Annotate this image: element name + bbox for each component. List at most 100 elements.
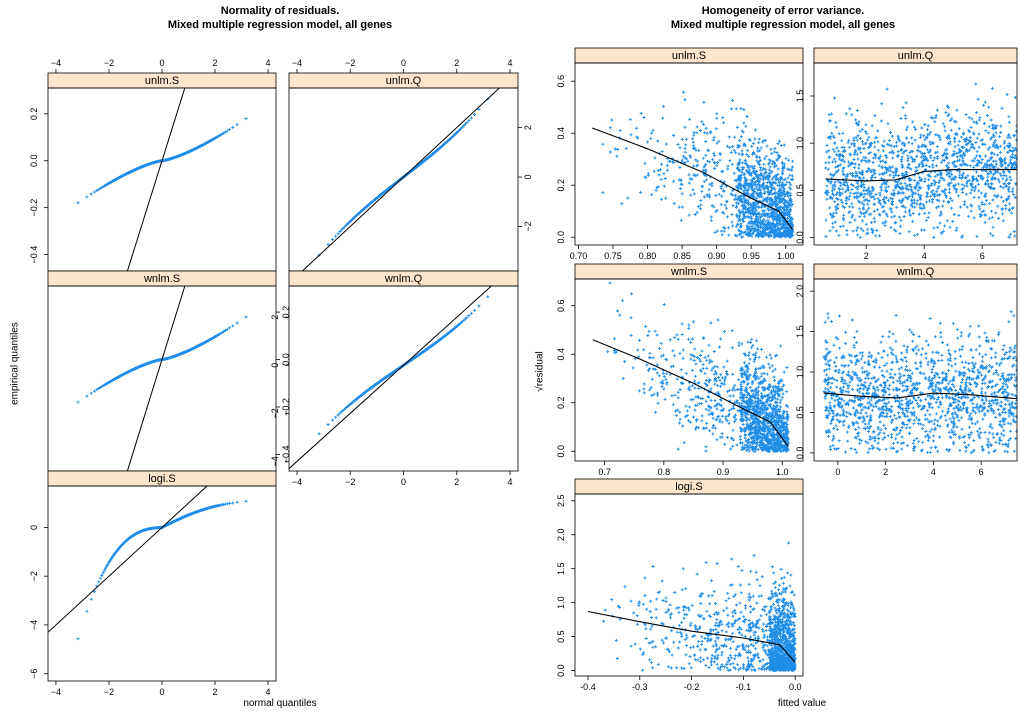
left-panel-logi-S: logi.S −4 −2 0 2 4 −6 −4 −2 0 [29,470,277,697]
x-tick-label: 0.8 [658,467,671,477]
data-points [601,90,795,239]
qq-reference-line [126,286,186,471]
y-tick-label: 2 [270,315,280,320]
y-tick-label: −0.4 [29,246,39,264]
y-tick-label: 1.5 [795,325,805,338]
data-points [822,310,1017,455]
x-tick-label: 2 [454,477,459,487]
x-tick-label: 4 [266,687,271,697]
panel-strip-label: wnlm.S [670,266,707,278]
y-tick-label: 1.0 [556,596,566,609]
y-tick-label: 0.6 [556,299,566,312]
left-title-line1: Normality of residuals. [220,5,340,17]
x-tick-label: 0 [401,58,406,68]
y-tick-label: −6 [29,669,39,679]
y-tick-label: 0.5 [556,630,566,643]
qq-reference-line [301,88,501,271]
y-tick-label: 0.0 [795,231,805,244]
x-tick-label: 2 [864,251,869,261]
x-tick-label: 0.9 [717,467,730,477]
y-tick-label: −0.2 [281,398,291,416]
y-tick-label: 0.4 [556,348,566,361]
x-tick-label: 2 [454,58,459,68]
y-tick-label: 0.6 [556,75,566,88]
y-tick-label: −2 [270,408,280,418]
panel-strip-label: unlm.S [145,75,179,87]
left-ylabel: empirical quantiles [9,322,21,405]
x-tick-label: -0.3 [632,682,648,692]
x-tick-label: -0.2 [684,682,700,692]
x-tick-label: −2 [345,477,355,487]
right-figure-title: Homogeneity of error variance. Mixed mul… [548,4,1018,32]
y-tick-label: 1.5 [556,562,566,575]
panel-strip-label: wnlm.S [143,273,180,285]
panel-plot-area [289,286,493,469]
panel-strip-label: wnlm.Q [896,266,935,278]
x-tick-label: 4 [922,251,927,261]
panel-frame [47,285,277,472]
panel-plot-area [76,88,248,271]
panel-frame [47,87,277,272]
x-tick-label: −2 [104,58,114,68]
x-tick-label: 2 [213,687,218,697]
data-points [76,117,248,205]
left-panel-unlm-Q: unlm.Q −4 −2 0 2 4 −2 0 2 [288,58,533,272]
y-tick-label: 0.2 [281,306,291,319]
panel-frame [47,485,277,682]
right-title-line1: Homogeneity of error variance. [701,5,865,17]
y-tick-label: 1.0 [795,366,805,379]
y-tick-label: 0.5 [795,184,805,197]
loess-smoother-line [825,169,1017,182]
panel-strip-label: unlm.Q [386,75,422,87]
panel-strip-label: logi.S [148,473,176,485]
y-tick-label: 2.0 [556,528,566,541]
data-points [824,82,1017,239]
panel-plot-area [592,90,795,239]
x-tick-label: 0 [401,477,406,487]
qq-reference-line [289,286,493,469]
x-tick-label: 4 [508,477,513,487]
right-panel-unlm-Q: unlm.Q 2 4 6 0.0 0.5 1.0 1.5 [795,47,1018,261]
y-tick-label: 0.0 [281,353,291,366]
x-tick-label: 6 [979,467,984,477]
panel-plot-area [587,541,797,673]
y-tick-label: 0.0 [556,231,566,244]
data-points [606,281,790,453]
left-xlabel: normal quantiles [243,698,317,709]
y-tick-label: 0.5 [795,406,805,419]
x-tick-label: 4 [931,467,936,477]
data-points [76,499,248,641]
right-title-line2: Mixed multiple regression model, all gen… [670,19,896,31]
left-title-line2: Mixed multiple regression model, all gen… [167,19,393,31]
loess-smoother-line [587,610,796,663]
x-tick-label: −2 [345,58,355,68]
right-panel-wnlm-Q: wnlm.Q 0 2 4 6 0.0 0.5 1.0 1.5 2.0 [795,263,1018,477]
right-panel-unlm-S: unlm.S0.70 0.75 0.80 0.85 0.90 0.95 1.000.00.2… [556,47,804,261]
x-tick-label: 6 [980,251,985,261]
data-points [602,541,797,673]
y-tick-label: −0.4 [281,446,291,464]
y-tick-label: 0.0 [556,445,566,458]
panel-strip-label: unlm.S [672,50,706,62]
x-tick-label: −4 [292,477,302,487]
x-tick-label: 0 [159,687,164,697]
x-tick-label: −2 [104,687,114,697]
x-tick-label: −4 [51,687,61,697]
panel-strip-label: logi.S [675,481,703,493]
y-tick-label: 0.4 [556,127,566,140]
y-tick-label: 0 [29,525,39,530]
y-tick-label: 2.5 [556,495,566,508]
loess-smoother-line [592,339,789,447]
x-tick-label: 0.80 [639,251,657,261]
x-tick-label: 0 [159,58,164,68]
right-xlabel: fitted value [777,698,827,709]
y-tick-label: 0.2 [29,108,39,121]
x-tick-label: 0.70 [570,251,588,261]
y-tick-label: 2.0 [795,285,805,298]
x-tick-label: 4 [266,58,271,68]
panel-frame [574,62,804,246]
left-figure-title: Normality of residuals. Mixed multiple r… [20,4,540,32]
right-panel-logi-S: logi.S -0.4 -0.3 -0.2 -0.1 0.0 0.0 0.5 1.0 1.5 2.0… [556,478,804,692]
y-tick-label: 1.0 [795,137,805,150]
x-tick-label: 4 [508,58,513,68]
